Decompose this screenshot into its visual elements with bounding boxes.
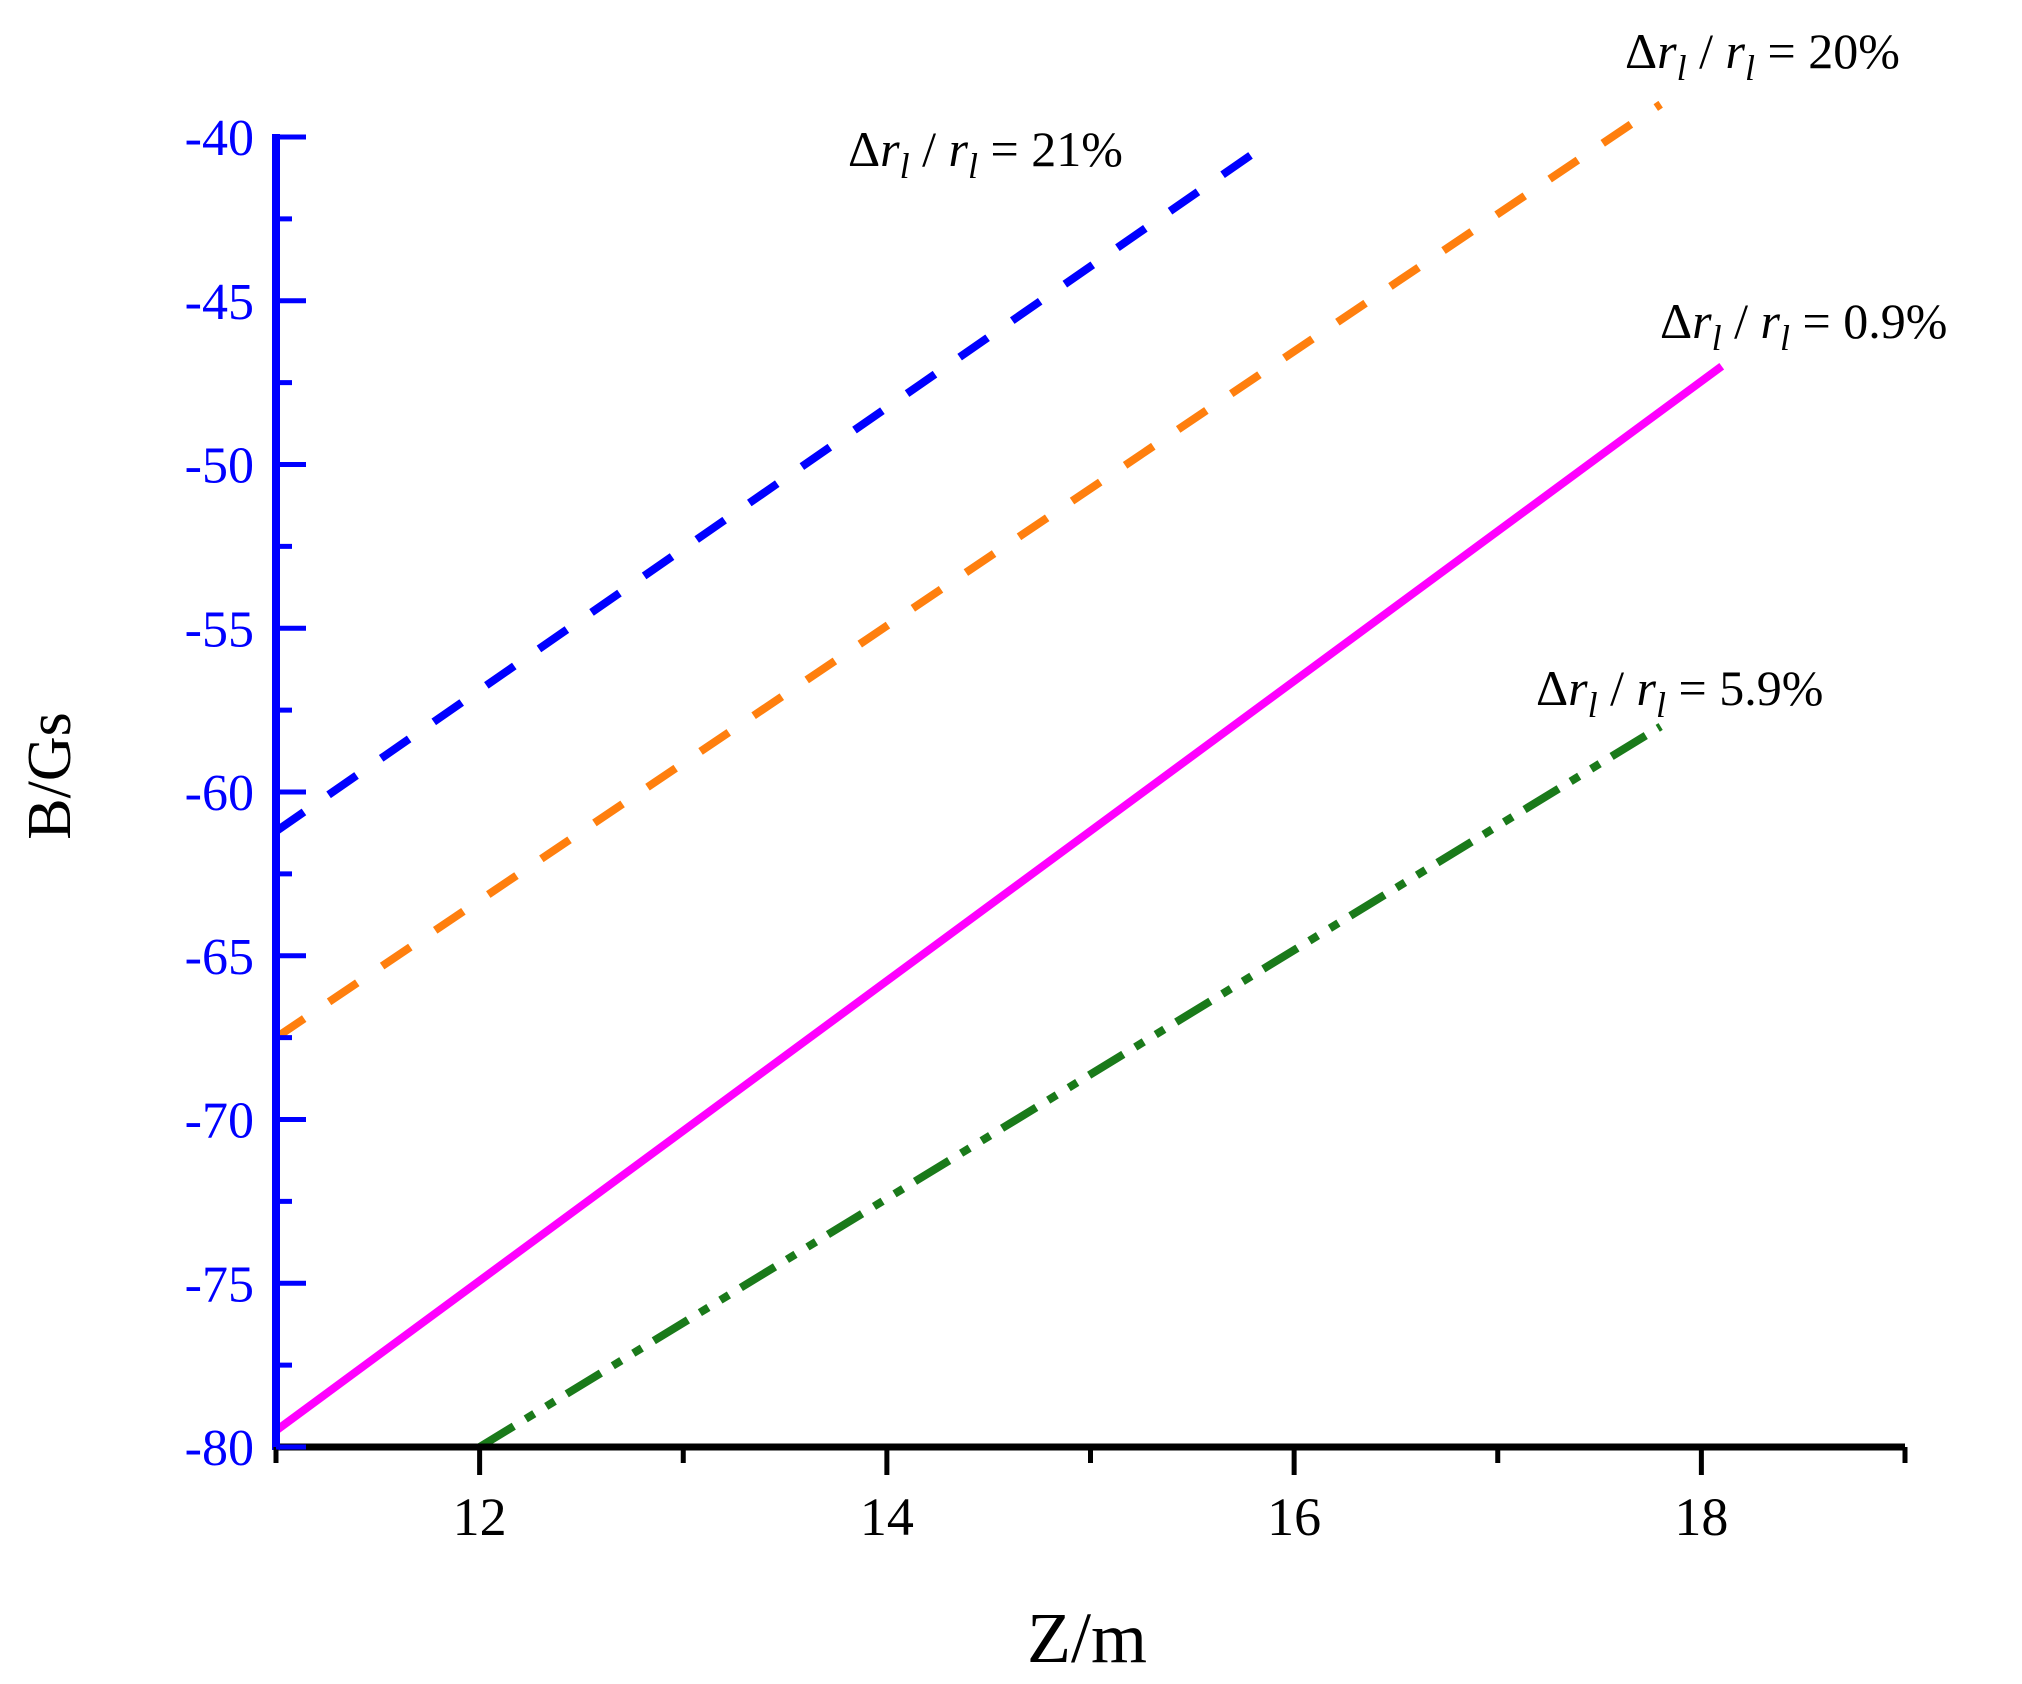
y-tick-label: -55 [185,601,254,658]
x-tick-label: 12 [453,1487,507,1547]
annotation-part: r [1657,23,1677,79]
x-tick-label: 14 [860,1487,914,1547]
series-annotation-0: Δrl / rl = 21% [848,121,1123,186]
annotation-part: r [1637,660,1657,716]
series-line-0 [273,150,1256,835]
y-tick-label: -80 [185,1420,254,1477]
annotation-part: / [910,121,949,177]
annotation-part: r [1761,293,1781,349]
annotation-part: / [1598,660,1637,716]
annotation-part: Δ [848,121,880,177]
y-tick-label: -45 [185,274,254,331]
annotation-part: r [949,121,969,177]
x-axis-title: Z/m [1027,1598,1147,1678]
annotation-part: / [1687,23,1726,79]
annotation-part: Δ [1536,660,1568,716]
series-line-3 [477,723,1663,1451]
axes-layer [272,134,1908,1475]
annotation-part: r [1726,23,1746,79]
annotation-part: l [1656,685,1666,725]
y-tick-label: -75 [185,1256,254,1313]
annotation-part: l [1780,318,1790,358]
series-annotation-2: Δrl / rl = 0.9% [1660,293,1947,358]
y-tick-label: -65 [185,929,254,986]
y-tick-label: -60 [185,765,254,822]
annotation-part: l [968,146,978,186]
annotation-part: = 5.9% [1666,660,1823,716]
annotation-part: l [900,146,910,186]
annotation-part: r [1568,660,1588,716]
annotation-part: r [880,121,900,177]
annotation-part: r [1692,293,1712,349]
annotation-part: Δ [1625,23,1657,79]
series-line-1 [273,100,1663,1041]
y-tick-label: -40 [185,110,254,167]
x-tick-label: 18 [1674,1487,1728,1547]
series-annotation-3: Δrl / rl = 5.9% [1536,660,1823,725]
series-annotation-1: Δrl / rl = 20% [1625,23,1900,88]
annotation-part: l [1677,48,1687,88]
annotation-part: / [1722,293,1761,349]
annotation-part: l [1712,318,1722,358]
x-tick-label: 16 [1267,1487,1321,1547]
annotation-part: = 21% [978,121,1123,177]
y-axis-title: B/Gs [16,712,84,839]
annotation-part: l [1745,48,1755,88]
labels-layer: 12 14 16 18 -80 -75 -70 -65 -60 -55 -50 -45 -40 Z/m B/… [16,110,1728,1678]
annotation-part: = 20% [1755,23,1900,79]
y-tick-label: -50 [185,438,254,495]
series-layer [273,100,1725,1451]
annotation-part: = 0.9% [1790,293,1947,349]
annotation-part: Δ [1660,293,1692,349]
annotation-part: l [1588,685,1598,725]
series-line-2 [273,363,1725,1434]
y-tick-label: -70 [185,1093,254,1150]
annotations-layer: Δrl / rl = 21%Δrl / rl = 20%Δrl / rl = 0… [848,23,1947,725]
